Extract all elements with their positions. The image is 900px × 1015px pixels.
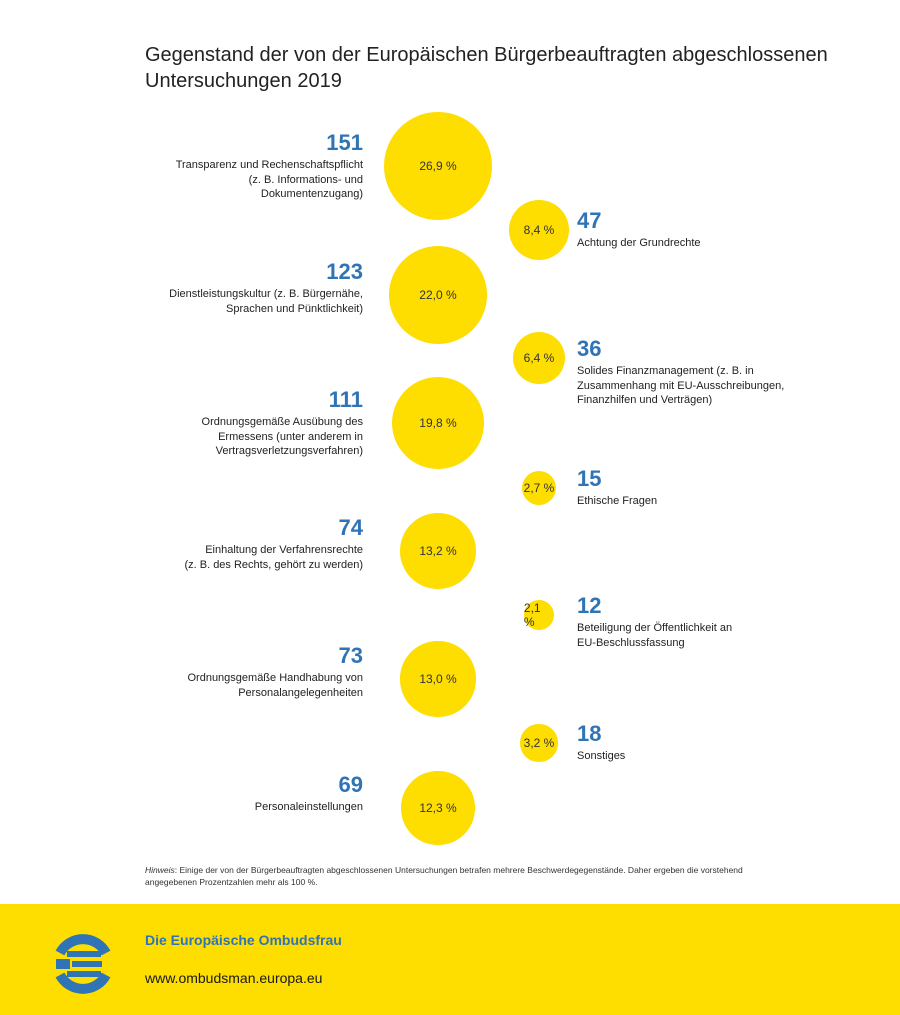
entry-label: Achtung der Grundrechte — [577, 237, 701, 249]
entry-label: Dienstleistungskultur (z. B. Bürgernähe,… — [169, 288, 363, 315]
entry-count: 69 — [338, 772, 363, 797]
bubble-1: 26,9 % — [384, 112, 492, 220]
entry-count: 74 — [338, 515, 363, 540]
footnote-prefix: Hinweis — [145, 865, 175, 875]
entry-count: 151 — [326, 130, 363, 155]
footer-bar: Die Europäische Ombudsfrau www.ombudsman… — [0, 904, 900, 1015]
entry-3: 123 Dienstleistungskultur (z. B. Bürgernä… — [133, 259, 363, 316]
ombudsman-logo-icon — [55, 934, 111, 994]
footnote-text: : Einige der von der Bürgerbeauftragten … — [145, 865, 743, 887]
chart-title: Gegenstand der von der Europäischen Bürg… — [145, 44, 828, 92]
entry-label: Solides Finanzmanagement (z. B. in Zusamm… — [577, 365, 785, 406]
bubble-10: 3,2 % — [520, 724, 558, 762]
entry-7: 74 Einhaltung der Verfahrensrechte (z. B. … — [133, 515, 363, 572]
bubble-5: 19,8 % — [391, 376, 485, 470]
website-link[interactable]: www.ombudsman.europa.eu — [145, 970, 323, 986]
entry-label: Einhaltung der Verfahrensrechte (z. B. de… — [184, 544, 363, 571]
entry-8: 12 Beteiligung der Öffentlichkeit an EU-Be… — [577, 593, 817, 650]
entry-label: Ordnungsgemäße Handhabung von Personalang… — [187, 672, 363, 699]
entry-label: Sonstiges — [577, 750, 626, 762]
bubble-7: 13,2 % — [400, 513, 476, 589]
entry-6: 15 Ethische Fragen — [577, 466, 817, 509]
entry-11: 69 Personaleinstellungen — [133, 772, 363, 815]
bubble-6: 2,7 % — [521, 470, 557, 506]
entry-4: 36 Solides Finanzmanagement (z. B. in Zusa… — [577, 336, 817, 408]
entry-label: Beteiligung der Öffentlichkeit an EU-Besc… — [577, 622, 733, 649]
entry-count: 111 — [328, 387, 363, 412]
entry-label: Ordnungsgemäße Ausübung des Ermessens (un… — [201, 416, 363, 457]
entry-count: 36 — [577, 336, 602, 361]
entry-1: 151 Transparenz und Rechenschaftspflicht(… — [133, 130, 363, 202]
brand-name: Die Europäische Ombudsfrau — [145, 932, 342, 948]
entry-5: 111 Ordnungsgemäße Ausübung des Ermessens … — [133, 387, 363, 459]
bubble-11: 12,3 % — [401, 771, 475, 845]
entry-count: 15 — [577, 466, 602, 491]
footnote: Hinweis: Einige der von der Bürgerbeauft… — [145, 864, 795, 888]
entry-2: 47 Achtung der Grundrechte — [577, 208, 817, 251]
bubble-4: 6,4 % — [512, 331, 566, 385]
bubble-3: 22,0 % — [389, 246, 487, 344]
entry-count: 123 — [326, 259, 363, 284]
entry-label: Ethische Fragen — [577, 495, 658, 507]
entry-label: Transparenz und Rechenschaftspflicht (z. … — [175, 159, 363, 200]
entry-label: Personaleinstellungen — [254, 801, 363, 813]
entry-count: 12 — [577, 593, 602, 618]
entry-count: 73 — [338, 643, 363, 668]
entry-9: 73 Ordnungsgemäße Handhabung von Personala… — [133, 643, 363, 700]
entry-count: 18 — [577, 721, 602, 746]
bubble-9: 13,0 % — [400, 641, 476, 717]
entry-10: 18 Sonstiges — [577, 721, 817, 764]
bubble-2: 8,4 % — [508, 199, 570, 261]
entry-count: 47 — [577, 208, 602, 233]
bubble-8: 2,1 % — [523, 599, 555, 631]
